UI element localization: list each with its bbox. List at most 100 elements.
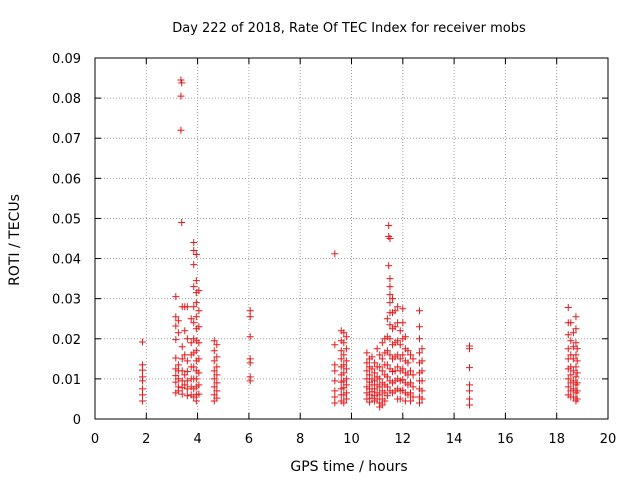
- data-point: [331, 367, 339, 375]
- data-point: [399, 351, 407, 359]
- data-point: [564, 331, 572, 339]
- data-point: [465, 345, 473, 353]
- data-point: [210, 357, 218, 365]
- data-point: [376, 351, 384, 359]
- data-point: [213, 387, 221, 395]
- x-tick-label: 12: [395, 432, 412, 447]
- data-point: [365, 371, 373, 379]
- data-point: [195, 287, 203, 295]
- data-point: [465, 395, 473, 403]
- data-point: [381, 397, 389, 405]
- data-point: [331, 341, 339, 349]
- data-points: [138, 76, 581, 411]
- data-point: [386, 275, 394, 283]
- data-point: [394, 337, 402, 345]
- data-point: [192, 251, 200, 259]
- y-tick-label: 0: [73, 413, 81, 428]
- data-point: [418, 395, 426, 403]
- data-point: [138, 391, 146, 399]
- data-point: [371, 359, 379, 367]
- data-point: [190, 261, 198, 269]
- data-point: [331, 387, 339, 395]
- data-point: [192, 375, 200, 383]
- data-point: [177, 126, 185, 134]
- data-point: [386, 283, 394, 291]
- data-point: [385, 262, 393, 270]
- data-point: [192, 347, 200, 355]
- data-point: [378, 401, 386, 409]
- data-point: [172, 293, 180, 301]
- data-point: [572, 351, 580, 359]
- data-point: [396, 327, 404, 335]
- data-point: [178, 218, 186, 226]
- y-tick-label: 0.07: [52, 132, 81, 147]
- data-point: [172, 354, 180, 362]
- data-point: [340, 329, 348, 337]
- x-tick-label: 10: [343, 432, 360, 447]
- data-point: [406, 379, 414, 387]
- data-point: [210, 383, 218, 391]
- data-point: [187, 315, 195, 323]
- data-point: [213, 353, 221, 361]
- data-point: [396, 395, 404, 403]
- data-point: [415, 349, 423, 357]
- data-point: [174, 317, 182, 325]
- data-point: [192, 397, 200, 405]
- data-point: [177, 92, 185, 100]
- data-point: [573, 345, 581, 353]
- chart-title: Day 222 of 2018, Rate Of TEC Index for r…: [172, 21, 526, 36]
- data-point: [183, 335, 191, 343]
- x-tick-label: 14: [446, 432, 463, 447]
- data-point: [572, 339, 580, 347]
- data-point: [178, 355, 186, 363]
- data-point: [401, 333, 409, 341]
- data-point: [342, 333, 350, 341]
- data-point: [342, 375, 350, 383]
- data-point: [564, 345, 572, 353]
- data-point: [569, 367, 577, 375]
- data-point: [183, 303, 191, 311]
- data-point: [368, 365, 376, 373]
- data-point: [246, 359, 254, 367]
- data-point: [246, 307, 254, 315]
- data-point: [340, 339, 348, 347]
- data-point: [246, 333, 254, 341]
- data-point: [195, 339, 203, 347]
- data-point: [213, 379, 221, 387]
- data-point: [394, 363, 402, 371]
- data-point: [418, 367, 426, 375]
- data-point: [213, 341, 221, 349]
- data-point: [564, 383, 572, 391]
- y-tick-label: 0.06: [52, 172, 81, 187]
- data-point: [195, 323, 203, 331]
- data-point: [569, 377, 577, 385]
- data-point: [213, 371, 221, 379]
- data-point: [331, 399, 339, 407]
- data-point: [190, 283, 198, 291]
- data-point: [376, 375, 384, 383]
- data-point: [564, 375, 572, 383]
- data-point: [573, 369, 581, 377]
- y-tick-label: 0.05: [52, 212, 81, 227]
- data-point: [192, 313, 200, 321]
- data-point: [573, 379, 581, 387]
- data-point: [363, 367, 371, 375]
- data-point: [567, 337, 575, 345]
- data-point: [573, 387, 581, 395]
- x-tick-label: 6: [245, 432, 253, 447]
- data-point: [138, 397, 146, 405]
- data-point: [569, 329, 577, 337]
- data-point: [399, 305, 407, 313]
- data-point: [195, 369, 203, 377]
- data-point: [383, 361, 391, 369]
- data-point: [383, 383, 391, 391]
- data-point: [572, 373, 580, 381]
- data-point: [210, 337, 218, 345]
- data-point: [386, 299, 394, 307]
- data-point: [378, 355, 386, 363]
- data-point: [210, 367, 218, 375]
- data-point: [363, 359, 371, 367]
- data-point: [337, 347, 345, 355]
- data-point: [365, 398, 373, 406]
- data-point: [210, 347, 218, 355]
